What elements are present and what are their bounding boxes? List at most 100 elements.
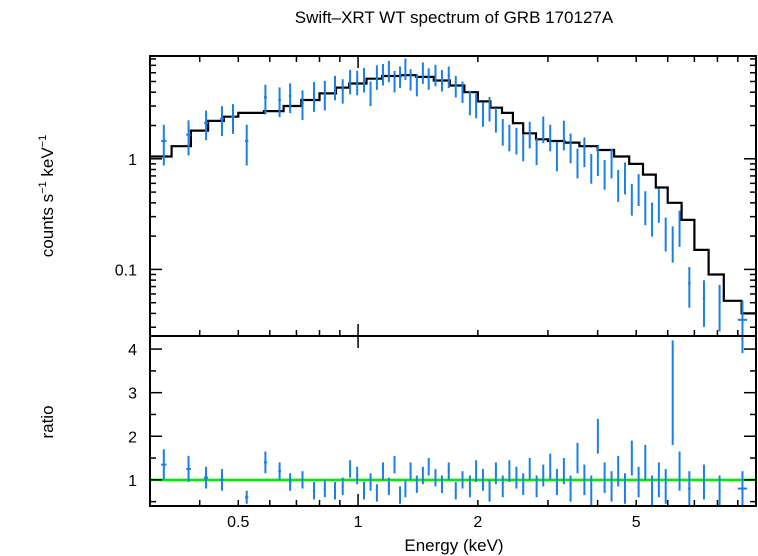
data-point — [278, 462, 281, 480]
data-point — [535, 138, 538, 166]
y-tick-label: 2 — [128, 429, 137, 446]
y-tick-label: 1 — [128, 152, 137, 169]
data-point — [323, 479, 326, 498]
data-point — [263, 451, 267, 474]
data-point — [427, 68, 430, 90]
ratio-frame — [149, 335, 757, 507]
data-point — [363, 67, 366, 93]
data-point — [688, 267, 691, 308]
data-point — [454, 482, 457, 500]
data-point — [549, 124, 552, 152]
data-point — [301, 471, 304, 489]
data-point — [278, 87, 281, 118]
data-point — [415, 74, 418, 97]
data-point — [312, 482, 316, 500]
data-point — [288, 473, 292, 491]
data-point — [583, 464, 586, 496]
data-point — [522, 134, 525, 162]
data-point — [381, 63, 384, 86]
data-point — [508, 124, 511, 152]
chart-title: Swift–XRT WT spectrum of GRB 170127A — [295, 8, 614, 27]
data-point — [494, 108, 497, 133]
data-point — [349, 460, 352, 478]
data-point — [421, 466, 424, 485]
data-point — [203, 466, 209, 489]
data-point — [569, 475, 572, 502]
data-point — [576, 148, 579, 179]
data-point — [678, 210, 681, 247]
data-point — [481, 102, 484, 127]
data-point — [737, 300, 748, 354]
data-point — [341, 477, 344, 496]
data-point — [301, 90, 304, 121]
data-point — [399, 66, 402, 88]
data-point — [349, 69, 352, 95]
data-point — [494, 462, 497, 485]
data-point — [186, 455, 191, 483]
data-point — [737, 471, 748, 506]
data-point — [542, 116, 545, 144]
data-point — [375, 484, 378, 502]
data-point — [220, 106, 224, 136]
data-point — [461, 471, 464, 489]
data-point — [263, 84, 267, 115]
data-point — [630, 183, 633, 216]
ratio-axis-ticks: 0.5 1 2 5 1 2 3 4 — [128, 336, 757, 531]
y-tick-label: 0.1 — [115, 262, 137, 279]
y-axis-label-counts: counts s−1 keV−1 — [37, 135, 57, 257]
data-point — [623, 473, 626, 504]
data-point — [603, 160, 606, 190]
data-point — [381, 462, 384, 480]
data-point — [323, 80, 326, 111]
data-point — [369, 473, 372, 491]
data-point — [637, 174, 640, 207]
data-point — [637, 466, 640, 498]
data-point — [644, 191, 647, 226]
data-point — [522, 473, 525, 496]
data-point — [528, 458, 531, 480]
data-point — [387, 60, 390, 83]
data-point — [356, 466, 359, 485]
data-point — [590, 475, 593, 506]
data-point — [590, 154, 593, 184]
data-point — [488, 479, 491, 502]
data-point — [542, 464, 545, 487]
data-point — [576, 442, 579, 474]
data-point — [617, 455, 620, 487]
data-point — [399, 486, 402, 504]
spectrum-panel: 10.1 — [115, 55, 757, 354]
data-point — [718, 475, 721, 506]
data-point — [508, 460, 511, 483]
data-point — [528, 121, 531, 149]
data-point — [434, 468, 437, 487]
data-point — [161, 124, 167, 166]
data-point — [488, 96, 491, 122]
data-point — [657, 462, 660, 498]
data-point — [651, 202, 654, 237]
data-point — [341, 79, 344, 104]
data-point — [535, 475, 538, 498]
data-point — [664, 217, 667, 252]
data-point — [369, 81, 372, 107]
data-point — [427, 458, 430, 476]
data-point — [440, 475, 443, 493]
data-point — [475, 93, 478, 119]
data-point — [393, 455, 396, 474]
data-point — [333, 482, 336, 500]
data-point — [356, 70, 359, 96]
data-point — [434, 64, 437, 87]
data-point — [288, 83, 292, 114]
data-point — [475, 460, 478, 483]
spectrum-frame — [149, 55, 757, 337]
data-point — [678, 451, 681, 491]
y-tick-label: 4 — [128, 342, 137, 359]
spectrum-data-points — [161, 58, 748, 354]
data-point — [468, 475, 471, 498]
ratio-panel: 0.5 1 2 5 1 2 3 4 — [128, 335, 757, 531]
model-step-line — [150, 74, 756, 315]
data-point — [702, 280, 706, 327]
data-point — [440, 70, 443, 92]
data-point — [245, 124, 249, 166]
data-point — [231, 104, 235, 134]
